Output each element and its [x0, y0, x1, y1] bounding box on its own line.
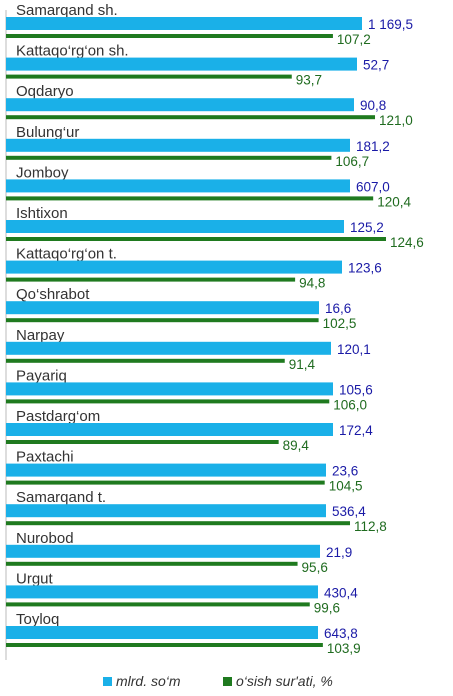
- value-label-green: 95,6: [302, 560, 328, 575]
- bar-blue: [6, 301, 319, 315]
- value-label-blue: 181,2: [356, 139, 390, 154]
- value-label-green: 103,9: [327, 641, 361, 656]
- bar-blue: [6, 504, 326, 518]
- bar-blue: [6, 260, 342, 274]
- bar-blue: [6, 98, 354, 112]
- category-label: Ishtixon: [16, 205, 68, 222]
- bar-green: [6, 440, 279, 444]
- bar-green: [6, 521, 351, 526]
- value-label-blue: 120,1: [337, 342, 371, 357]
- bar-green: [6, 480, 325, 485]
- bar-blue: [6, 138, 350, 152]
- value-label-blue: 21,9: [326, 545, 352, 560]
- value-label-blue: 172,4: [339, 423, 373, 438]
- value-label-green: 102,5: [323, 316, 357, 331]
- category-label: Payariq: [16, 367, 67, 384]
- bar-blue: [6, 17, 362, 30]
- category-label: Samarqand t.: [16, 489, 106, 506]
- bar-blue: [6, 220, 344, 233]
- bar-green: [6, 277, 296, 282]
- category-label: Qo‘shrabot: [16, 286, 90, 303]
- value-label-blue: 52,7: [363, 58, 389, 73]
- legend-label-blue: mlrd. so‘m: [116, 673, 181, 689]
- value-label-green: 124,6: [390, 235, 424, 250]
- bar-blue: [6, 341, 331, 355]
- value-label-green: 112,8: [354, 519, 387, 534]
- bar-blue: [6, 463, 326, 477]
- bar-green: [6, 155, 332, 160]
- bar-green: [6, 358, 285, 363]
- bar-green: [6, 602, 310, 607]
- value-label-green: 106,7: [335, 154, 369, 169]
- legend-swatch-blue: [103, 677, 112, 686]
- value-label-green: 107,2: [337, 32, 371, 47]
- category-label: Bulung‘ur: [16, 124, 79, 141]
- value-label-green: 89,4: [283, 438, 310, 453]
- bar-green: [6, 34, 333, 38]
- bar-blue: [6, 423, 333, 436]
- value-label-blue: 123,6: [348, 261, 382, 276]
- category-label: Jomboy: [16, 164, 69, 181]
- bar-green: [6, 561, 298, 566]
- value-label-blue: 16,6: [325, 301, 351, 316]
- legend-swatch-green: [223, 677, 232, 686]
- value-label-green: 106,0: [333, 397, 367, 412]
- value-label-green: 104,5: [329, 479, 363, 494]
- value-label-green: 121,0: [379, 113, 413, 128]
- bar-green: [6, 196, 374, 201]
- bar-green: [6, 237, 386, 241]
- bar-blue: [6, 382, 333, 396]
- value-label-green: 91,4: [289, 357, 316, 372]
- value-label-blue: 607,0: [356, 179, 390, 194]
- value-label-green: 94,8: [299, 276, 325, 291]
- category-label: Narpay: [16, 327, 65, 344]
- value-label-green: 99,6: [314, 600, 340, 615]
- value-label-blue: 90,8: [360, 98, 386, 113]
- category-label: Urgut: [16, 570, 54, 587]
- bar-blue: [6, 626, 318, 639]
- category-label: Oqdaryo: [16, 83, 74, 100]
- category-label: Toyloq: [16, 611, 59, 628]
- category-label: Pastdarg‘om: [16, 408, 100, 425]
- legend-label-green: o‘sish sur'ati, %: [236, 673, 333, 689]
- bar-green: [6, 643, 323, 647]
- value-label-blue: 23,6: [332, 464, 358, 479]
- bar-blue: [6, 544, 320, 558]
- category-label: Kattaqo‘rg‘on sh.: [16, 43, 129, 60]
- bar-green: [6, 74, 292, 79]
- category-label: Kattaqo‘rg‘on t.: [16, 246, 117, 263]
- bar-green: [6, 399, 330, 404]
- category-label: Nurobod: [16, 530, 74, 547]
- value-label-blue: 1 169,5: [368, 17, 413, 32]
- value-label-blue: 536,4: [332, 504, 366, 519]
- legend: mlrd. so‘m o‘sish sur'ati, %: [103, 673, 333, 689]
- bar-green: [6, 115, 376, 120]
- value-label-blue: 105,6: [339, 382, 373, 397]
- bar-green: [6, 318, 319, 323]
- bar-blue: [6, 57, 357, 71]
- value-label-green: 93,7: [296, 73, 322, 88]
- bar-blue: [6, 585, 318, 599]
- category-label: Samarqand sh.: [16, 2, 118, 19]
- value-label-green: 120,4: [377, 194, 411, 209]
- value-label-blue: 643,8: [324, 626, 358, 641]
- category-label: Paxtachi: [16, 449, 74, 466]
- value-label-blue: 430,4: [324, 585, 358, 600]
- value-label-blue: 125,2: [350, 220, 384, 235]
- bar-blue: [6, 179, 350, 193]
